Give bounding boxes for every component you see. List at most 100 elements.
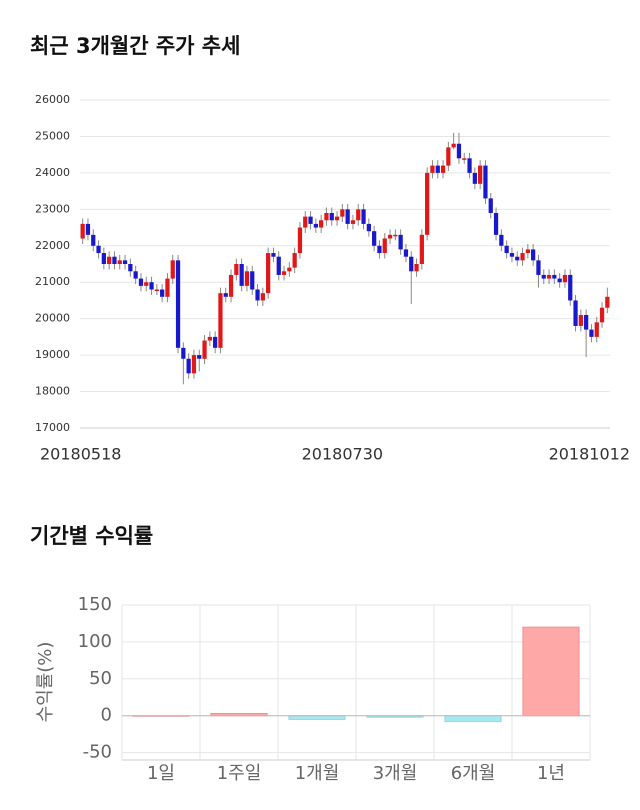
- y-tick-label: 50: [89, 668, 112, 689]
- chart-title: 최근 3개월간 주가 추세: [30, 34, 240, 58]
- candle-body: [122, 260, 128, 264]
- candle-body: [175, 260, 181, 348]
- candle-body: [557, 278, 562, 283]
- candle-body: [239, 264, 244, 286]
- candle-body: [594, 322, 599, 337]
- candle-body: [552, 274, 557, 279]
- candle-body: [504, 245, 509, 254]
- candle-body: [260, 293, 265, 301]
- candle-body: [361, 209, 366, 224]
- y-tick-label: 19000: [35, 348, 70, 361]
- candle-body: [414, 264, 419, 272]
- candle-body: [589, 329, 594, 337]
- candle-body: [578, 315, 583, 326]
- candle-body: [509, 253, 515, 257]
- y-tick-label: 100: [78, 631, 112, 652]
- candle-body: [488, 198, 493, 213]
- candle-body: [493, 212, 499, 235]
- y-tick-label: 24000: [35, 166, 70, 179]
- candle-body: [541, 274, 546, 279]
- candle-body: [80, 223, 85, 239]
- candle-body: [250, 271, 255, 290]
- candle-body: [133, 271, 138, 279]
- candle-body: [308, 216, 313, 224]
- candle-body: [340, 209, 345, 217]
- candle-body: [313, 223, 318, 228]
- candle-body: [181, 347, 186, 359]
- candle-body: [425, 172, 430, 235]
- y-tick-label: -50: [83, 742, 112, 763]
- y-tick-label: 21000: [35, 275, 70, 288]
- candle-body: [599, 307, 605, 323]
- candle-body: [409, 256, 414, 272]
- candle-body: [96, 245, 101, 254]
- bar: [522, 626, 580, 717]
- candle-body: [271, 253, 276, 257]
- y-tick-label: 17000: [35, 421, 70, 434]
- candle-body: [478, 165, 483, 184]
- x-tick-label: 3개월: [373, 763, 418, 784]
- candle-body: [85, 223, 91, 235]
- candle-body: [467, 158, 472, 173]
- candle-body: [398, 234, 403, 250]
- y-tick-label: 0: [101, 705, 112, 726]
- candle-body: [244, 271, 250, 286]
- candle-body: [138, 278, 144, 286]
- candle-body: [165, 278, 170, 297]
- candle-body: [520, 253, 525, 261]
- candle-body: [377, 245, 382, 254]
- candle-body: [472, 172, 477, 184]
- candle-body: [218, 293, 223, 348]
- y-axis-label: 수익률(%): [35, 642, 56, 723]
- candle-body: [446, 147, 451, 166]
- candle-body: [292, 253, 297, 268]
- candle-body: [393, 234, 398, 237]
- candle-body: [515, 256, 520, 261]
- candle-body: [149, 282, 154, 290]
- candle-body: [546, 274, 552, 279]
- candle-body: [382, 238, 387, 254]
- candle-body: [276, 256, 281, 275]
- candle-body: [213, 336, 218, 348]
- chart-title: 기간별 수익률: [30, 524, 153, 548]
- candle-body: [186, 358, 191, 374]
- candle-body: [112, 256, 117, 264]
- y-tick-label: 26000: [35, 93, 70, 106]
- candle-body: [562, 274, 568, 283]
- y-tick-label: 25000: [35, 129, 70, 142]
- candle-body: [456, 143, 462, 159]
- candle-body: [191, 355, 197, 374]
- candle-body: [440, 165, 446, 173]
- candle-body: [573, 300, 578, 326]
- x-tick-label: 1개월: [295, 763, 340, 784]
- candle-body: [281, 271, 287, 275]
- candle-body: [303, 216, 308, 228]
- candle-body: [451, 143, 456, 148]
- candle-body: [568, 274, 573, 301]
- candle-body: [128, 264, 133, 272]
- candle-body: [266, 253, 271, 294]
- candle-body: [297, 227, 303, 254]
- y-tick-label: 23000: [35, 202, 70, 215]
- candle-body: [430, 165, 435, 173]
- x-tick-label: 20180518: [40, 445, 121, 464]
- candle-body: [223, 293, 228, 297]
- candle-body: [207, 336, 212, 341]
- candle-body: [287, 267, 292, 272]
- y-tick-label: 22000: [35, 239, 70, 252]
- candle-body: [531, 249, 536, 261]
- candle-body: [101, 253, 106, 264]
- candle-body: [202, 340, 207, 359]
- candle-body: [356, 209, 361, 221]
- x-tick-label: 6개월: [451, 763, 496, 784]
- candle-body: [255, 289, 260, 301]
- candle-body: [525, 249, 530, 254]
- candle-body: [419, 234, 424, 264]
- candle-body: [483, 165, 488, 199]
- candle-body: [160, 289, 165, 297]
- candle-body: [197, 355, 202, 359]
- x-tick-label: 1일: [147, 763, 175, 784]
- candle-body: [345, 209, 350, 224]
- candle-body: [329, 212, 334, 221]
